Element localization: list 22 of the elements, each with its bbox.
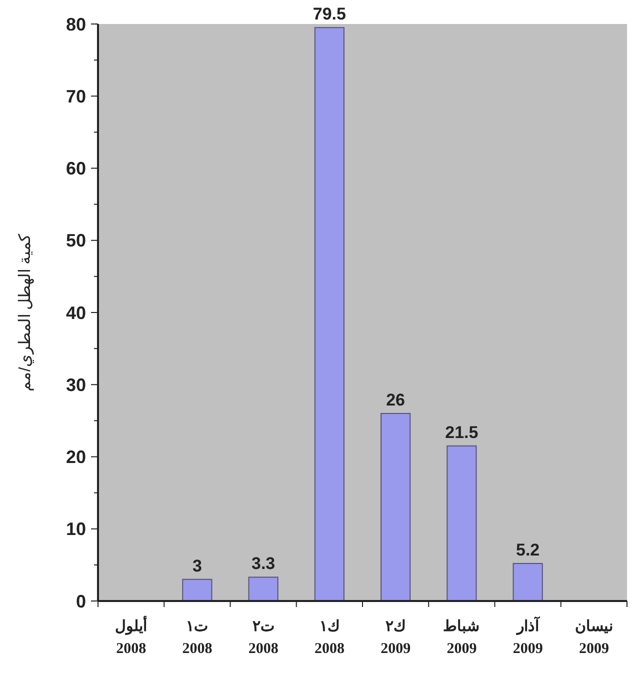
data-label: 3.3 xyxy=(251,554,276,574)
bar xyxy=(248,576,278,602)
y-tick-label: 80 xyxy=(66,14,86,34)
y-tick-label: 10 xyxy=(66,519,86,540)
data-label: 5.2 xyxy=(516,540,540,560)
data-label: 26 xyxy=(386,390,406,410)
bar xyxy=(380,412,411,602)
y-tick-label: 30 xyxy=(66,374,86,395)
data-label: 3 xyxy=(192,556,202,576)
y-axis-title: كمية الهطل المطري/مم xyxy=(17,233,34,392)
bar xyxy=(446,445,477,602)
bar xyxy=(182,578,212,602)
data-label: 21.5 xyxy=(445,422,478,442)
y-tick-label: 70 xyxy=(66,86,86,106)
bar xyxy=(314,27,344,602)
y-tick-label: 0 xyxy=(76,591,86,612)
y-tick-label: 60 xyxy=(66,158,86,179)
data-label: 79.5 xyxy=(312,4,346,24)
bar xyxy=(512,562,543,602)
y-tick-label: 40 xyxy=(66,302,86,323)
y-tick-label: 20 xyxy=(66,447,86,468)
y-tick-label: 50 xyxy=(66,230,86,251)
